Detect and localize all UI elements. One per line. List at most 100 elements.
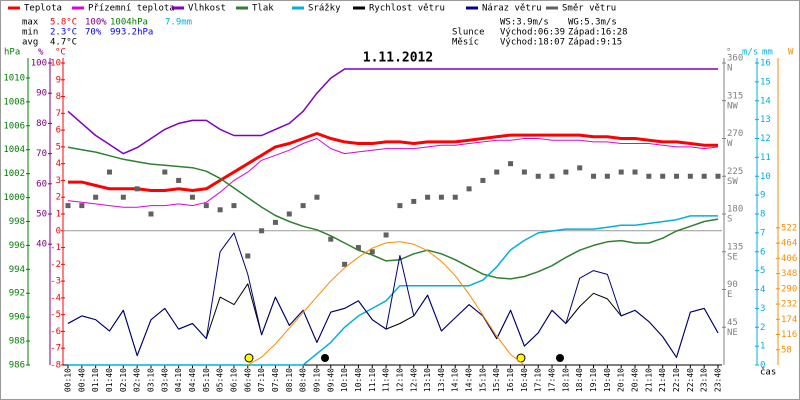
tick-label: 290 [781,284,797,294]
tick-label: -8 [50,361,61,371]
x-tick-label: 16:40 [520,368,529,392]
direction-point [660,173,666,179]
direction-point [176,177,182,183]
x-tick-label: 23:10 [700,368,709,392]
compass-label: N [727,64,732,74]
direction-point [245,253,251,259]
stat: 4.7°C [50,38,77,48]
series-line [67,68,718,155]
x-tick-label: 14:40 [465,368,474,392]
direction-point [259,228,265,234]
direction-point [65,203,71,209]
moonrise-icon [556,354,564,362]
tick-label: 1002 [3,169,25,179]
tick-label: 270 [727,129,743,139]
tick-label: 180 [727,205,743,215]
axis-unit: mm [762,48,773,58]
x-tick-label: 12:40 [409,368,418,392]
compass-label: SW [727,177,738,187]
tick-label: 15 [760,77,771,87]
stat: 70% [85,28,102,38]
x-tick-label: 07:40 [271,368,280,392]
tick-label: 1008 [3,97,25,107]
tick-label: 225 [727,167,743,177]
tick-label: 464 [781,239,797,249]
tick-label: 9 [760,191,765,201]
x-tick-label: 11:10 [368,368,377,392]
tick-label: 1000 [3,193,25,203]
axis-unit: °C [55,48,66,58]
legend-label: Teplota [24,4,62,14]
x-tick-label: 15:10 [478,368,487,392]
x-tick-label: 05:10 [202,368,211,392]
series-line [67,232,719,358]
sunrise-icon [244,353,254,363]
x-tick-label: 15:40 [492,368,501,392]
legend-label: Vlhkost [188,4,226,14]
x-tick-label: 16:10 [506,368,515,392]
tick-label: 40 [36,240,47,250]
x-tick-label: 05:40 [216,368,225,392]
tick-label: 1004 [3,145,25,155]
direction-point [328,236,334,242]
x-tick-label: 09:40 [326,368,335,392]
series-line [68,132,718,192]
tick-label: 1006 [3,121,25,131]
tick-label: 0 [760,361,765,371]
x-tick-label: 10:40 [354,368,363,392]
x-tick-label: 23:40 [714,368,723,392]
tick-label: 522 [781,223,797,233]
x-tick-label: 19:10 [589,368,598,392]
compass-label: E [727,290,732,300]
legend-label: Tlak [252,4,274,14]
direction-point [618,169,624,175]
stat: 100% [85,18,107,28]
x-tick-label: 20:40 [631,368,640,392]
tick-label: 986 [9,361,25,371]
x-tick-label: 17:10 [534,368,543,392]
stat-label: avg [22,38,38,48]
tick-label: 100 [31,59,47,69]
x-tick-label: 14:10 [451,368,460,392]
x-tick-label: 21:40 [658,368,667,392]
direction-point [508,161,514,167]
tick-label: 9 [56,75,61,85]
tick-label: 348 [781,269,797,279]
x-tick-label: 18:40 [575,368,584,392]
tick-label: -5 [50,310,61,320]
tick-label: 1 [760,342,765,352]
x-tick-label: 18:10 [561,368,570,392]
x-tick-label: 10:10 [340,368,349,392]
moon-rise: Východ:18:07 [500,38,565,48]
x-axis-title: čas [760,367,776,378]
direction-point [217,207,223,213]
sun-set: Západ:16:28 [568,28,628,38]
direction-point [189,194,195,200]
direction-point [120,194,126,200]
x-tick-label: 08:40 [299,368,308,392]
direction-point [286,211,292,217]
tick-label: 11 [760,153,771,163]
direction-point [674,173,680,179]
direction-point [134,186,140,192]
direction-point [411,198,417,204]
x-tick-label: 22:40 [686,368,695,392]
direction-point [106,169,112,175]
tick-label: 5 [760,266,765,276]
tick-label: 6 [56,126,61,136]
direction-point [494,169,500,175]
tick-label: 3 [760,304,765,314]
tick-label: 10 [50,59,61,69]
tick-label: 10 [760,172,771,182]
direction-point [577,165,583,171]
tick-label: 996 [9,241,25,251]
x-tick-label: 21:10 [644,368,653,392]
compass-label: W [727,139,733,149]
legend-label: Přízemní teplota [88,4,175,14]
tick-label: -3 [50,277,61,287]
series-line [67,138,719,208]
x-tick-label: 03:10 [146,368,155,392]
direction-point [383,232,389,238]
tick-label: 2 [760,323,765,333]
